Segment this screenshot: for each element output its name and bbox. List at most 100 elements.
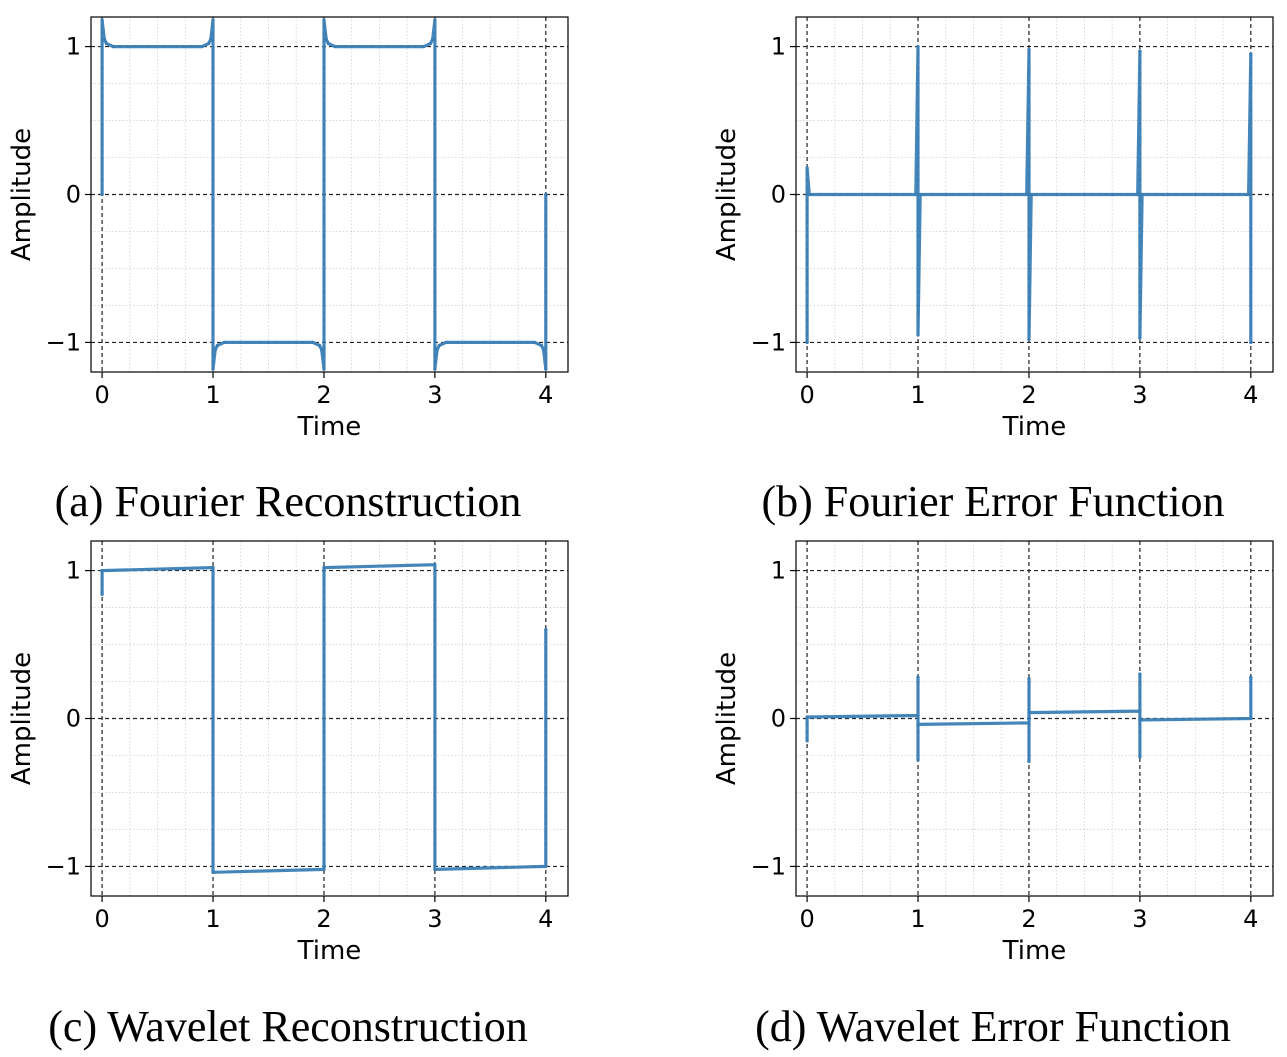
x-axis-label: Time bbox=[1002, 412, 1067, 442]
data-point bbox=[805, 739, 809, 743]
x-tick-label: 2 bbox=[1021, 381, 1036, 409]
data-point bbox=[433, 867, 437, 871]
data-point bbox=[533, 340, 537, 345]
data-point bbox=[1027, 47, 1031, 52]
data-point bbox=[428, 42, 433, 46]
x-tick-label: 2 bbox=[1021, 905, 1036, 933]
data-point bbox=[322, 867, 326, 871]
data-point bbox=[541, 348, 546, 352]
data-point bbox=[222, 340, 226, 345]
panel-caption: (c) Wavelet Reconstruction bbox=[48, 1002, 527, 1051]
data-point bbox=[433, 18, 437, 22]
data-point bbox=[213, 348, 217, 352]
y-tick-label: 0 bbox=[66, 181, 81, 209]
data-point bbox=[322, 18, 326, 22]
data-point bbox=[914, 192, 918, 197]
x-tick-label: 2 bbox=[316, 381, 331, 409]
data-point bbox=[209, 37, 213, 41]
data-point bbox=[324, 37, 328, 41]
data-point bbox=[211, 18, 215, 22]
data-point bbox=[1027, 721, 1031, 725]
y-axis-label: Amplitude bbox=[7, 652, 37, 785]
data-point bbox=[1138, 755, 1142, 759]
data-point bbox=[544, 628, 548, 632]
data-point bbox=[916, 758, 920, 762]
data-point bbox=[444, 340, 448, 345]
panel-fourier-reconstruction: (a) Fourier Reconstruction 0 1 2 3 4 −1 0 1 Time… bbox=[7, 16, 569, 526]
data-point bbox=[211, 566, 215, 570]
data-point bbox=[100, 192, 104, 197]
series-line bbox=[100, 18, 548, 371]
data-point bbox=[807, 192, 811, 197]
y-axis-label: Amplitude bbox=[712, 128, 742, 261]
data-point bbox=[435, 348, 439, 352]
series-line bbox=[100, 563, 548, 874]
data-point bbox=[539, 343, 543, 347]
data-point bbox=[206, 42, 211, 46]
data-point bbox=[1249, 340, 1253, 345]
x-tick-label: 4 bbox=[538, 905, 553, 933]
data-point bbox=[1249, 716, 1253, 721]
data-point bbox=[1249, 675, 1253, 679]
data-point bbox=[1138, 709, 1142, 713]
series-line bbox=[805, 672, 1253, 764]
y-tick-label: 1 bbox=[66, 33, 81, 61]
data-point bbox=[1138, 49, 1142, 53]
y-tick-label: 0 bbox=[66, 705, 81, 733]
y-tick-label: 1 bbox=[771, 557, 786, 585]
data-point bbox=[1140, 192, 1144, 197]
data-point bbox=[422, 44, 426, 49]
x-axis-label: Time bbox=[297, 936, 362, 966]
data-point bbox=[102, 37, 106, 41]
data-point bbox=[1138, 718, 1142, 722]
data-point bbox=[1138, 672, 1142, 676]
data-point bbox=[916, 722, 920, 727]
data-point bbox=[104, 42, 109, 46]
data-point bbox=[1246, 192, 1251, 197]
x-tick-label: 4 bbox=[1243, 381, 1258, 409]
plot-frame bbox=[90, 540, 569, 897]
data-point bbox=[1027, 337, 1031, 342]
series-line bbox=[805, 44, 1253, 344]
data-point bbox=[544, 367, 548, 371]
x-tick-label: 3 bbox=[1132, 381, 1147, 409]
panel-caption: (b) Fourier Error Function bbox=[761, 477, 1224, 526]
data-point bbox=[100, 18, 104, 22]
data-point bbox=[1138, 336, 1142, 340]
data-point bbox=[916, 333, 920, 337]
x-tick-label: 1 bbox=[205, 905, 220, 933]
data-point bbox=[111, 44, 115, 49]
x-tick-label: 0 bbox=[799, 381, 814, 409]
y-tick-label: 1 bbox=[771, 33, 786, 61]
data-point bbox=[544, 192, 548, 197]
data-point bbox=[322, 566, 326, 570]
data-point bbox=[805, 715, 809, 719]
x-tick-label: 1 bbox=[910, 905, 925, 933]
x-tick-label: 0 bbox=[94, 905, 109, 933]
panel-fourier-error: (b) Fourier Error Function 0 1 2 3 4 −1 0 1 Time… bbox=[712, 16, 1274, 526]
y-tick-label: 0 bbox=[771, 181, 786, 209]
data-point bbox=[100, 568, 104, 573]
data-point bbox=[211, 367, 215, 371]
panel-wavelet-error: (d) Wavelet Error Function 0 1 2 3 4 −1 0 1 Time… bbox=[712, 540, 1274, 1051]
data-point bbox=[433, 563, 437, 567]
data-point bbox=[200, 44, 204, 49]
y-tick-label: −1 bbox=[751, 328, 786, 356]
panel-caption: (d) Wavelet Error Function bbox=[755, 1002, 1231, 1051]
y-axis-label: Amplitude bbox=[712, 652, 742, 785]
data-point bbox=[211, 870, 215, 874]
x-tick-label: 3 bbox=[1132, 905, 1147, 933]
data-point bbox=[916, 44, 920, 49]
data-point bbox=[431, 37, 435, 41]
data-point bbox=[311, 340, 315, 345]
plot-frame bbox=[795, 16, 1274, 373]
x-tick-label: 3 bbox=[427, 905, 442, 933]
x-tick-label: 0 bbox=[799, 905, 814, 933]
y-tick-label: 0 bbox=[771, 705, 786, 733]
data-point bbox=[544, 864, 548, 869]
data-point bbox=[916, 713, 920, 718]
data-point bbox=[320, 348, 324, 352]
x-tick-label: 2 bbox=[316, 905, 331, 933]
data-point bbox=[433, 367, 437, 371]
